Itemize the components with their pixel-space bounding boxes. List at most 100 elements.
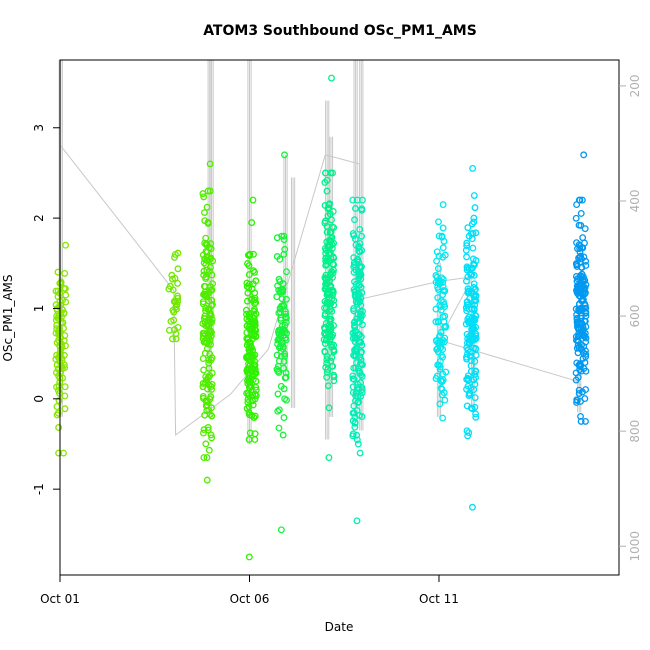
data-point-group-0 — [61, 383, 69, 391]
data-point-group-3 — [245, 311, 253, 318]
data-point-group-9 — [573, 344, 581, 352]
chart-title: ATOM3 Southbound OSc_PM1_AMS — [203, 23, 477, 39]
data-point-group-7 — [438, 378, 446, 386]
data-point-group-2 — [207, 431, 215, 439]
data-point-group-8 — [470, 292, 478, 300]
data-point-group-3 — [252, 369, 260, 377]
data-point-group-1 — [174, 294, 182, 302]
data-point-group-1 — [171, 253, 178, 261]
data-point-group-5 — [326, 241, 334, 249]
y-axis-label: OSc_PM1_AMS — [1, 274, 15, 361]
data-point-group-3 — [248, 411, 256, 419]
data-point-group-2 — [204, 187, 212, 195]
data-point-group-0 — [61, 269, 69, 277]
data-point-group-6 — [349, 196, 357, 204]
data-point-group-9 — [575, 386, 583, 394]
data-point-group-3 — [244, 289, 252, 297]
data-point-group-0 — [57, 334, 65, 342]
data-point-group-7 — [439, 353, 447, 361]
data-point-group-0 — [52, 369, 60, 377]
data-point-group-2 — [200, 209, 208, 216]
data-point-group-8 — [472, 413, 480, 421]
data-point-group-8 — [463, 350, 471, 358]
data-point-group-4 — [281, 395, 289, 403]
data-point-group-3 — [251, 326, 259, 334]
data-point-group-8 — [464, 224, 472, 232]
data-point-group-4 — [280, 250, 288, 258]
data-point-group-7 — [436, 400, 444, 408]
data-point-group-3 — [245, 366, 253, 373]
data-point-group-3 — [247, 296, 255, 304]
data-point-group-7 — [437, 306, 445, 314]
data-point-group-4 — [274, 407, 282, 415]
data-point-group-4 — [279, 301, 287, 309]
data-point-group-6 — [351, 346, 358, 354]
data-point-group-3 — [245, 323, 253, 331]
data-point-group-6 — [355, 338, 363, 346]
data-point-group-2 — [203, 376, 211, 384]
data-point-group-5 — [323, 359, 331, 367]
data-point-group-6 — [354, 440, 362, 448]
data-point-outlier-4 — [277, 526, 285, 534]
data-point-group-1 — [174, 323, 182, 331]
data-point-group-1 — [174, 279, 182, 287]
data-point-group-1 — [174, 265, 182, 273]
data-point-group-3 — [248, 285, 256, 293]
data-point-group-3 — [243, 310, 250, 318]
data-point-group-6 — [356, 225, 364, 233]
data-point-group-8 — [463, 402, 471, 410]
x-tick-label: Oct 11 — [419, 592, 459, 606]
data-point-group-2 — [207, 327, 215, 335]
data-point-group-4 — [275, 344, 283, 351]
data-point-group-3 — [250, 330, 258, 338]
data-point-group-0 — [54, 293, 62, 301]
data-point-group-8 — [472, 229, 480, 237]
data-point-group-9 — [581, 239, 588, 247]
data-point-group-5 — [321, 202, 329, 209]
data-point-group-4 — [273, 351, 281, 359]
data-point-group-5 — [323, 356, 331, 364]
data-point-group-7 — [440, 298, 448, 306]
data-point-group-8 — [468, 405, 476, 413]
data-point-group-2 — [205, 364, 213, 372]
data-point-group-7 — [437, 343, 445, 351]
data-point-group-6 — [355, 385, 363, 393]
data-point-group-6 — [358, 386, 366, 394]
data-point-group-3 — [245, 403, 253, 411]
data-point-group-8 — [471, 204, 479, 212]
data-point-group-8 — [464, 382, 472, 390]
y-tick-label: 3 — [32, 124, 46, 132]
data-point-group-6 — [357, 301, 365, 309]
data-point-group-6 — [350, 307, 358, 315]
data-point-outlier-9 — [580, 151, 588, 159]
data-point-group-8 — [471, 345, 479, 353]
data-point-group-9 — [576, 363, 584, 371]
data-point-group-4 — [282, 313, 290, 321]
data-point-group-4 — [279, 431, 287, 439]
data-point-group-5 — [326, 335, 334, 343]
data-point-group-2 — [199, 329, 207, 337]
data-point-group-2 — [204, 335, 212, 343]
data-point-group-5 — [328, 268, 336, 276]
data-point-group-5 — [326, 210, 334, 218]
data-point-group-6 — [352, 344, 360, 352]
data-point-group-9 — [573, 263, 581, 270]
data-point-group-8 — [471, 316, 479, 324]
data-point-group-9 — [576, 272, 584, 280]
data-point-group-2 — [207, 245, 215, 253]
data-point-group-0 — [61, 392, 69, 400]
data-point-group-6 — [351, 418, 359, 426]
data-point-group-7 — [434, 265, 442, 273]
data-point-group-0 — [62, 291, 70, 299]
data-point-group-9 — [577, 209, 585, 217]
right-axis: 200 400 600 800 1000 — [619, 74, 642, 562]
data-point-group-8 — [470, 305, 478, 313]
data-point-group-9 — [581, 395, 589, 403]
x-tick-label: Oct 06 — [230, 592, 270, 606]
data-point-group-8 — [472, 410, 480, 418]
data-point-group-7 — [433, 248, 441, 256]
data-point-group-2 — [208, 302, 216, 310]
data-point-group-7 — [441, 396, 449, 404]
data-point-group-3 — [243, 329, 251, 337]
data-point-group-8 — [463, 242, 471, 250]
